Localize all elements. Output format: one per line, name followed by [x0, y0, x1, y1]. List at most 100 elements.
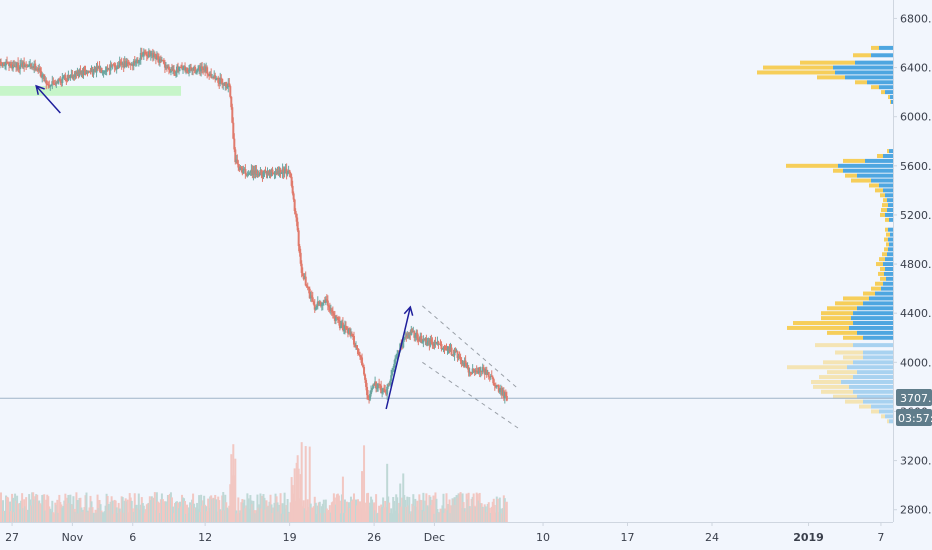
profile-bar-yellow [871, 85, 879, 90]
x-tick-label: 6 [129, 531, 136, 544]
volume-bar [75, 492, 78, 522]
volume-bar [186, 504, 189, 522]
candle-body [287, 170, 290, 174]
volume-bar [458, 493, 461, 522]
candle-body [64, 75, 67, 80]
volume-bar [11, 493, 14, 522]
candle-body [357, 348, 360, 355]
volume-bar [416, 500, 419, 522]
annotation-arrows [35, 84, 414, 410]
candle-body [393, 363, 396, 368]
volume-bar [111, 500, 114, 522]
candle-body [80, 71, 83, 74]
candle-body [259, 169, 262, 175]
volume-bar [436, 509, 439, 522]
candle-body [242, 169, 245, 174]
candle-body [271, 169, 274, 173]
candle-body [106, 67, 109, 69]
candle-body [77, 72, 80, 77]
volume-bar [379, 508, 382, 522]
volume-bar [376, 513, 379, 522]
candle-body [69, 76, 72, 78]
candle-body [375, 381, 378, 389]
volume-bar [505, 501, 508, 522]
profile-bar-yellow [881, 208, 887, 213]
volume-bar [408, 497, 411, 522]
volume-bar [22, 508, 25, 522]
candle-body [348, 329, 351, 335]
volume-bar [310, 507, 313, 522]
volume-bar [504, 501, 507, 522]
profile-bar-blue [879, 45, 893, 50]
candle-body [316, 301, 319, 306]
volume-bar [312, 506, 315, 522]
volume-bar [194, 507, 197, 522]
candle-body [11, 66, 14, 69]
candle-body [66, 79, 69, 81]
volume-bar [307, 507, 310, 522]
volume-bar [102, 513, 105, 522]
volume-bar [163, 501, 166, 522]
candle-body [121, 63, 124, 65]
candle-body [248, 172, 251, 175]
candle-body [99, 67, 102, 71]
profile-bar-yellow [845, 399, 863, 404]
volume-bar [258, 504, 261, 522]
volume-bar [318, 501, 321, 522]
candle-body [251, 169, 254, 176]
volume-bar [300, 442, 303, 522]
volume-bar [221, 495, 224, 522]
volume-bar [334, 504, 337, 522]
volume-bar [112, 513, 115, 522]
volume-bar [303, 508, 306, 522]
volume-bar [134, 504, 137, 522]
candle-body [334, 316, 337, 321]
candle-body [472, 368, 475, 371]
volume-bar [375, 494, 378, 522]
volume-bar [164, 501, 167, 522]
volume-bar [2, 500, 5, 522]
support-zone [0, 85, 182, 96]
volume-bar [71, 504, 74, 522]
volume-bar [233, 475, 236, 522]
candle-body [132, 60, 135, 67]
candle-body [217, 77, 220, 83]
volume-bar [37, 501, 40, 522]
profile-bar-blue [869, 296, 893, 301]
volume-bar [261, 495, 264, 522]
candle-body [293, 199, 296, 211]
volume-bar [41, 495, 44, 522]
volume-bar [18, 509, 21, 522]
profile-bar-blue [857, 370, 893, 375]
volume-bar [226, 507, 229, 522]
volume-bar [302, 500, 305, 522]
candle-body [274, 172, 277, 174]
candle-body [374, 381, 377, 386]
candle-body [341, 322, 344, 331]
volume-bar [451, 498, 454, 522]
candle-body [103, 70, 106, 72]
volume-bar [180, 506, 183, 522]
candle-body [1, 64, 4, 66]
volume-bar [453, 497, 456, 522]
candle-body [311, 297, 314, 302]
volume-bar [3, 511, 6, 522]
candle-body [250, 169, 253, 171]
volume-bar [479, 503, 482, 522]
volume-bar [441, 505, 444, 522]
volume-bar [324, 499, 327, 522]
volume-bar [32, 492, 35, 522]
candle-body [404, 336, 407, 338]
candle-body [329, 309, 332, 311]
candle-body [358, 354, 361, 356]
candle-body [426, 342, 429, 345]
volume-bar [83, 507, 86, 522]
candle-body [30, 63, 33, 68]
profile-bar-blue [855, 60, 893, 65]
profile-bar-blue [885, 266, 893, 271]
profile-bar-blue [867, 80, 893, 85]
profile-bar-blue [883, 262, 893, 267]
candle-body [337, 320, 340, 322]
candle-body [156, 55, 159, 59]
